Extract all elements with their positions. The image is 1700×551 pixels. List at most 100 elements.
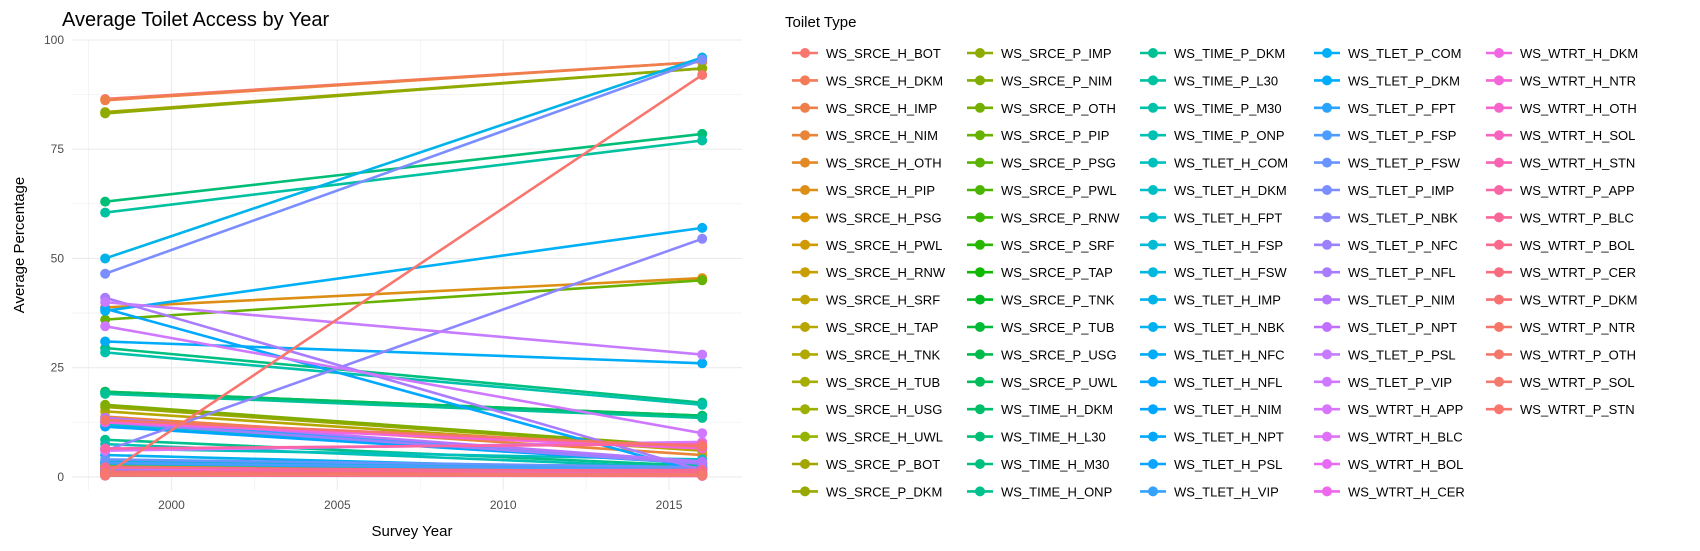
legend-key-point — [1494, 185, 1504, 195]
x-axis-title: Survey Year — [372, 523, 453, 540]
legend-item: WS_TLET_H_COM — [1140, 156, 1288, 171]
legend-key-point — [1322, 185, 1332, 195]
legend-label: WS_SRCE_P_UWL — [1001, 375, 1117, 390]
legend-label: WS_SRCE_H_PIP — [826, 183, 935, 198]
legend-item: WS_WTRT_P_BLC — [1486, 210, 1634, 225]
legend-item: WS_WTRT_H_DKM — [1486, 46, 1638, 61]
legend-item: WS_TLET_H_FSP — [1140, 238, 1283, 253]
legend-label: WS_WTRT_H_NTR — [1520, 73, 1636, 88]
legend-label: WS_TLET_P_IMP — [1348, 183, 1454, 198]
legend-label: WS_SRCE_H_RNW — [826, 265, 946, 280]
series-line-ws-wtrt-p-bol — [103, 465, 704, 473]
legend-key-point — [1322, 267, 1332, 278]
data-point-ws-time-p-m30 — [100, 347, 111, 358]
legend-key-point — [1322, 376, 1332, 387]
legend-key-point — [800, 75, 810, 86]
legend-key-point — [800, 102, 810, 113]
legend-label: WS_TLET_P_NFL — [1348, 265, 1456, 280]
legend-label: WS_SRCE_P_DKM — [826, 484, 942, 499]
legend-label: WS_SRCE_H_TUB — [826, 375, 940, 390]
series-line-ws-wtrt-p-app — [103, 442, 704, 450]
legend-label: WS_SRCE_H_SRF — [826, 293, 940, 308]
data-point-ws-tlet-p-com — [100, 305, 111, 316]
legend-label: WS_WTRT_P_OTH — [1520, 347, 1636, 362]
legend-label: WS_TLET_P_FPT — [1348, 101, 1456, 116]
legend-key-point — [800, 130, 810, 141]
y-tick-label: 0 — [57, 470, 64, 484]
legend-label: WS_SRCE_H_TNK — [826, 347, 940, 362]
legend-key-point — [1148, 322, 1158, 332]
legend-item: WS_TIME_P_L30 — [1140, 73, 1278, 88]
series-line-ws-tlet-p-fsw — [103, 458, 704, 469]
legend-key-point — [1494, 130, 1504, 141]
legend-key-point — [975, 431, 985, 442]
legend-label: WS_TLET_H_DKM — [1174, 183, 1287, 198]
legend-item: WS_TLET_P_NFC — [1314, 238, 1458, 253]
legend-label: WS_SRCE_P_SRF — [1001, 238, 1114, 253]
x-tick-label: 2005 — [324, 498, 351, 512]
legend-key-point — [1148, 404, 1158, 415]
legend-key-point — [1322, 48, 1332, 58]
legend-label: WS_SRCE_P_TNK — [1001, 293, 1115, 308]
data-point-ws-tlet-p-imp — [697, 54, 708, 65]
legend-item: WS_TIME_P_ONP — [1140, 128, 1285, 143]
legend-item: WS_SRCE_H_UWL — [792, 430, 943, 445]
legend-label: WS_TIME_P_M30 — [1174, 101, 1282, 116]
series-line-ws-tlet-p-nbk — [103, 237, 704, 452]
legend-key-point — [975, 157, 985, 168]
series-line-ws-tlet-p-nfc — [103, 420, 704, 466]
legend-key-point — [1494, 322, 1504, 332]
legend-key-point — [1148, 239, 1158, 250]
data-point-ws-tlet-p-com — [697, 222, 708, 233]
legend-label: WS_TLET_P_FSW — [1348, 156, 1461, 171]
legend-item: WS_SRCE_P_RNW — [967, 210, 1120, 225]
legend-item: WS_SRCE_P_USG — [967, 347, 1117, 362]
legend-key-point — [800, 239, 810, 250]
legend-key-point — [1494, 48, 1504, 58]
series-line-ws-srce-p-pip — [103, 278, 704, 321]
legend-item: WS_WTRT_P_STN — [1486, 402, 1635, 417]
data-point-ws-wtrt-p-ntr — [697, 441, 708, 452]
data-point-ws-tlet-h-nfc — [697, 358, 708, 369]
data-point-ws-tlet-p-vip — [100, 321, 111, 332]
legend-item: WS_WTRT_P_CER — [1486, 265, 1636, 280]
data-point-ws-tlet-h-imp — [100, 253, 111, 264]
legend-label: WS_SRCE_P_OTH — [1001, 101, 1116, 116]
legend-label: WS_SRCE_P_TUB — [1001, 320, 1114, 335]
legend-key-point — [975, 185, 985, 195]
legend-key-point — [1322, 404, 1332, 415]
legend-key-point — [1148, 130, 1158, 141]
legend-key-point — [975, 102, 985, 113]
series-line-ws-tlet-h-imp — [103, 56, 704, 260]
legend-key-point — [1148, 294, 1158, 305]
legend-label: WS_WTRT_P_BLC — [1520, 210, 1634, 225]
legend-key-point — [800, 431, 810, 442]
legend-key-point — [800, 212, 810, 223]
legend-label: WS_WTRT_P_NTR — [1520, 320, 1635, 335]
legend-item: WS_TLET_P_COM — [1314, 46, 1461, 61]
legend-key-point — [1322, 102, 1332, 113]
y-tick-label: 75 — [51, 142, 65, 156]
legend-key-point — [1494, 75, 1504, 86]
legend-item: WS_WTRT_H_APP — [1314, 402, 1463, 417]
legend-label: WS_SRCE_H_PWL — [826, 238, 942, 253]
legend-label: WS_TIME_H_M30 — [1001, 457, 1109, 472]
legend-label: WS_WTRT_P_SOL — [1520, 375, 1635, 390]
legend-label: WS_TLET_P_NPT — [1348, 320, 1457, 335]
legend-key-point — [1494, 404, 1504, 415]
legend-key-point — [800, 267, 810, 278]
legend-key-point — [975, 349, 985, 360]
data-point-ws-tlet-p-nim — [697, 456, 708, 467]
legend-item: WS_SRCE_H_DKM — [792, 73, 943, 88]
legend-key-point — [1322, 157, 1332, 168]
legend-key-point — [1494, 102, 1504, 113]
legend-item: WS_WTRT_P_BOL — [1486, 238, 1635, 253]
series-line-ws-srce-p-imp — [103, 67, 704, 115]
legend-key-point — [1148, 48, 1158, 58]
data-point-ws-time-p-l30 — [100, 207, 111, 218]
legend-key-point — [1148, 349, 1158, 360]
legend-label: WS_WTRT_P_APP — [1520, 183, 1635, 198]
legend-item: WS_WTRT_H_STN — [1486, 156, 1635, 171]
legend-item: WS_TLET_H_IMP — [1140, 293, 1281, 308]
